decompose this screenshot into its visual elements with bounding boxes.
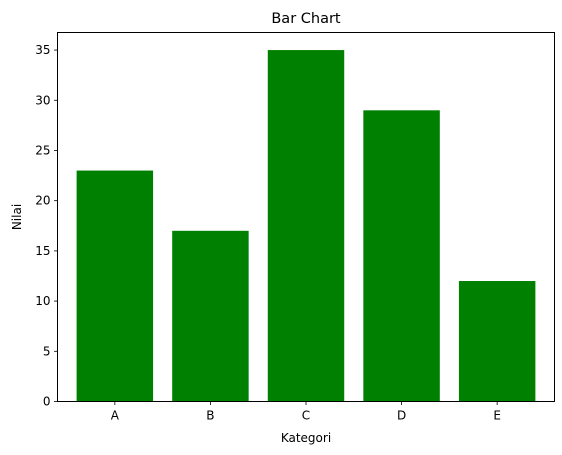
x-tick-label: E <box>493 409 501 423</box>
x-tick-label: A <box>111 409 120 423</box>
bars-group <box>76 50 536 402</box>
bar-b <box>172 230 249 402</box>
x-axis-ticks: A B C D E <box>111 401 501 423</box>
x-axis-label: Kategori <box>281 431 331 445</box>
y-tick-label: 35 <box>35 43 50 57</box>
y-tick-label: 5 <box>43 344 51 358</box>
x-tick-label: B <box>206 409 214 423</box>
x-tick-label: D <box>397 409 406 423</box>
y-tick-label: 0 <box>43 395 51 409</box>
y-tick-label: 25 <box>35 143 50 157</box>
chart-title: Bar Chart <box>271 11 341 27</box>
y-tick-label: 15 <box>35 244 50 258</box>
bar-d <box>363 110 440 402</box>
x-tick-label: C <box>302 409 310 423</box>
bar-c <box>267 50 345 402</box>
y-tick-label: 20 <box>35 194 50 208</box>
y-tick-label: 10 <box>35 294 50 308</box>
plot-frame <box>57 32 555 402</box>
y-axis-ticks: 0 5 10 15 20 25 30 35 <box>35 43 58 409</box>
bar-a <box>76 170 154 402</box>
y-axis-label: Nilai <box>10 204 24 230</box>
bar-e <box>458 281 536 402</box>
y-tick-label: 30 <box>35 93 50 107</box>
